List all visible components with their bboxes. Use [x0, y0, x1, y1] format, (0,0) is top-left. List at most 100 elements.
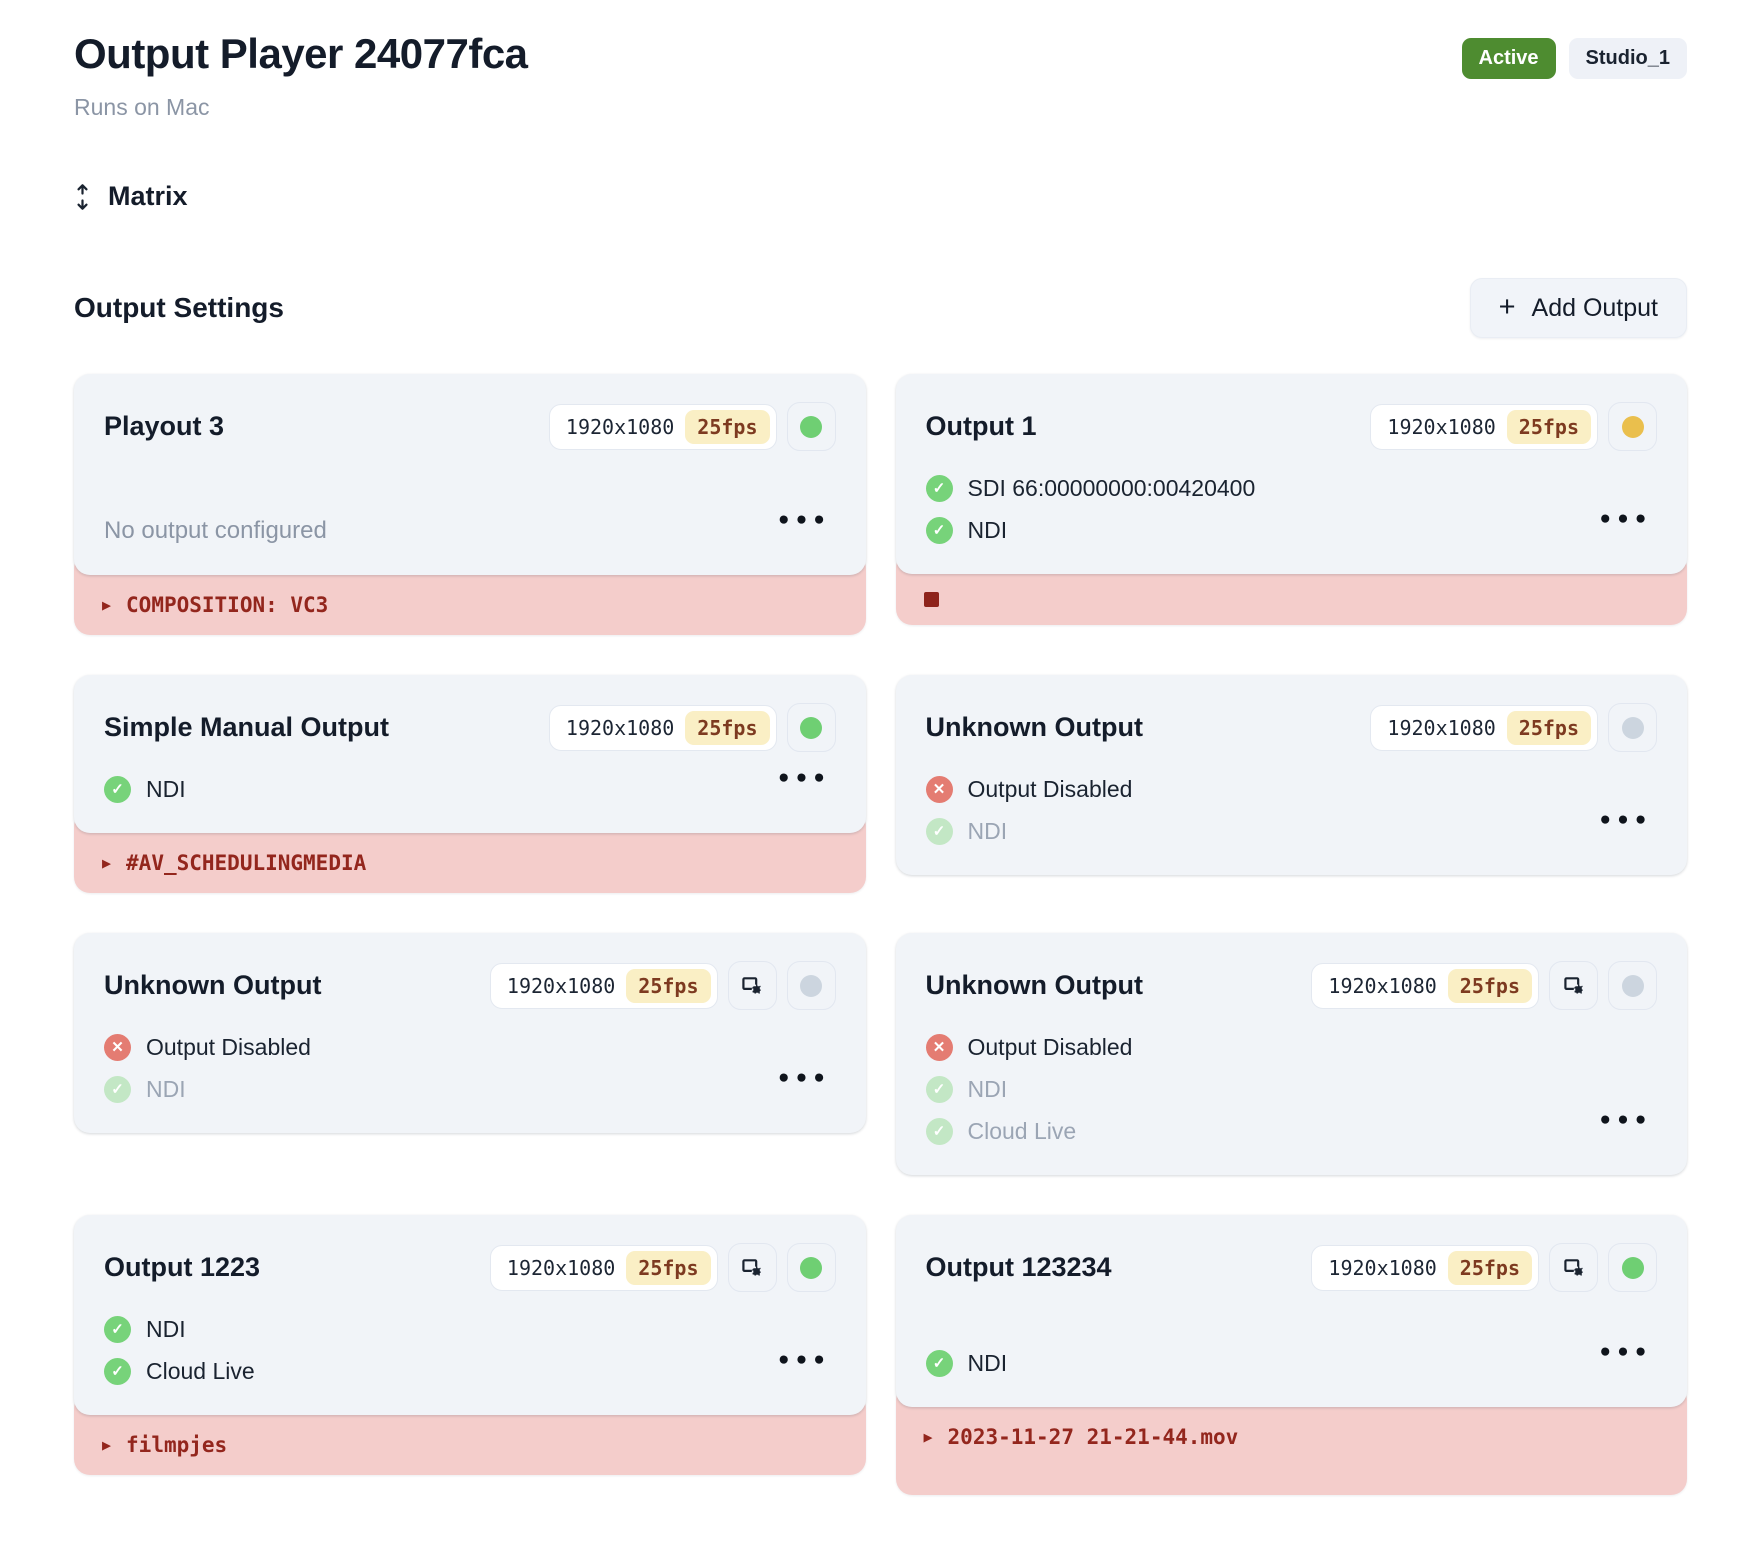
resolution-value: 1920x1080 [565, 715, 675, 740]
page-header: Output Player 24077fca Runs on Mac Activ… [74, 30, 1687, 121]
screens-icon [742, 1258, 762, 1276]
output-row-label: NDI [967, 818, 1008, 844]
status-dot-button[interactable] [786, 703, 836, 752]
more-menu-button[interactable]: ••• [1594, 806, 1655, 837]
output-row-label: Output Disabled [967, 776, 1133, 802]
check-icon: ✓ [104, 1076, 131, 1103]
output-row-label: Output Disabled [146, 1034, 311, 1060]
fps-badge: 25fps [1506, 710, 1591, 745]
card-title: Unknown Output [925, 970, 1143, 1000]
output-card: Unknown Output 1920x1080 25fps [895, 933, 1687, 1175]
status-dot-button[interactable] [1608, 961, 1657, 1010]
check-icon: ✓ [925, 1118, 953, 1145]
status-dot-button[interactable] [1608, 1243, 1657, 1292]
add-output-button[interactable]: + Add Output [1469, 278, 1687, 338]
output-row: ✓ NDI [925, 818, 1658, 845]
card-title: Playout 3 [104, 411, 225, 441]
more-menu-button[interactable]: ••• [772, 764, 833, 795]
play-triangle-icon: ▶ [102, 595, 112, 614]
check-icon: ✓ [925, 818, 953, 845]
card-controls: 1920x1080 25fps [1311, 961, 1657, 1010]
card-controls: 1920x1080 25fps [1370, 703, 1657, 752]
resolution-value: 1920x1080 [1387, 414, 1496, 439]
status-dot-button[interactable] [1608, 703, 1657, 752]
card-title: Unknown Output [104, 970, 322, 1000]
empty-state-text: No output configured [104, 517, 327, 544]
output-row: ✓ NDI [925, 1350, 1658, 1377]
output-row-label: NDI [967, 1076, 1008, 1102]
more-menu-button[interactable]: ••• [772, 1064, 833, 1095]
more-menu-button[interactable]: ••• [1594, 1106, 1655, 1137]
card-controls: 1920x1080 25fps [548, 402, 836, 451]
status-dot-button[interactable] [786, 1243, 836, 1292]
output-row-label: Cloud Live [967, 1118, 1077, 1144]
output-row-label: NDI [146, 1316, 186, 1342]
status-dot-button[interactable] [1608, 402, 1657, 451]
resolution-pill: 1920x1080 25fps [548, 403, 777, 450]
output-row: ✓ Cloud Live [104, 1358, 836, 1385]
output-row: ✓ NDI [925, 517, 1658, 544]
output-row: ✓ Cloud Live [925, 1118, 1658, 1145]
status-dot-green [800, 716, 822, 739]
output-row: ✓ NDI [104, 1316, 836, 1343]
fps-badge: 25fps [626, 1250, 711, 1285]
resolution-pill: 1920x1080 25fps [1311, 962, 1539, 1009]
resolution-pill: 1920x1080 25fps [489, 1244, 718, 1291]
output-card-cell: Unknown Output 1920x1080 25fps ✕ [895, 675, 1687, 875]
preview-screens-button[interactable] [1549, 961, 1598, 1010]
preview-screens-button[interactable] [727, 961, 777, 1010]
card-title: Simple Manual Output [104, 712, 390, 742]
card-title: Output 1223 [104, 1252, 261, 1282]
play-triangle-icon: ▶ [102, 1435, 112, 1454]
card-header: Unknown Output 1920x1080 25fps [925, 703, 1657, 752]
x-icon: ✕ [925, 776, 953, 803]
updown-arrow-icon[interactable] [74, 183, 91, 211]
preview-screens-button[interactable] [727, 1243, 777, 1292]
card-controls: 1920x1080 25fps [489, 1243, 836, 1292]
output-settings-title: Output Settings [74, 292, 284, 323]
card-body: ✕ Output Disabled ✓ NDI ✓ Cloud Live [925, 1034, 1658, 1145]
fps-badge: 25fps [1447, 1250, 1532, 1285]
more-menu-button[interactable]: ••• [1594, 505, 1655, 536]
screens-icon [1563, 1258, 1583, 1276]
card-title: Unknown Output [925, 712, 1143, 742]
output-card-cell: Playout 3 1920x1080 25fps No output conf… [74, 374, 866, 635]
card-body: ✓ NDI ✓ Cloud Live [104, 1316, 836, 1385]
footer-text: COMPOSITION: VC3 [126, 593, 329, 617]
output-card: Output 123234 1920x1080 25fps [895, 1215, 1687, 1407]
resolution-value: 1920x1080 [506, 973, 616, 998]
more-menu-button[interactable]: ••• [1594, 1338, 1655, 1369]
card-header: Playout 3 1920x1080 25fps [104, 402, 836, 451]
status-dot-gray [800, 974, 822, 997]
resolution-value: 1920x1080 [506, 1255, 616, 1280]
resolution-pill: 1920x1080 25fps [1311, 1244, 1539, 1291]
header-badges: Active Studio_1 [1461, 38, 1687, 79]
play-triangle-icon: ▶ [923, 1427, 933, 1446]
output-row: ✕ Output Disabled [925, 1034, 1658, 1061]
card-body: ✕ Output Disabled ✓ NDI [925, 776, 1658, 845]
card-body: No output configured [104, 475, 836, 545]
card-header: Simple Manual Output 1920x1080 25fps [104, 703, 836, 752]
status-dot-button[interactable] [786, 402, 836, 451]
footer-text: filmpjes [126, 1433, 228, 1457]
page-subtitle: Runs on Mac [74, 94, 210, 120]
output-card-cell: Unknown Output 1920x1080 25fps [74, 933, 866, 1133]
more-menu-button[interactable]: ••• [772, 1346, 833, 1377]
output-card-cell: Output 1 1920x1080 25fps ✓ SDI [895, 374, 1687, 625]
matrix-row: Matrix [74, 181, 1687, 212]
fps-badge: 25fps [1506, 409, 1591, 444]
output-row: ✓ NDI [104, 1076, 836, 1103]
status-dot-gray [1621, 974, 1644, 997]
add-output-label: Add Output [1531, 293, 1658, 322]
more-menu-button[interactable]: ••• [772, 506, 833, 537]
resolution-value: 1920x1080 [565, 414, 675, 439]
preview-screens-button[interactable] [1549, 1243, 1598, 1292]
status-dot-green [800, 1256, 822, 1279]
status-dot-button[interactable] [786, 961, 836, 1010]
stop-square-icon [923, 592, 939, 607]
card-header: Output 123234 1920x1080 25fps [926, 1243, 1657, 1292]
output-card: Simple Manual Output 1920x1080 25fps ✓ [74, 675, 866, 833]
resolution-pill: 1920x1080 25fps [489, 962, 718, 1009]
output-card-cell: Unknown Output 1920x1080 25fps [895, 933, 1687, 1175]
